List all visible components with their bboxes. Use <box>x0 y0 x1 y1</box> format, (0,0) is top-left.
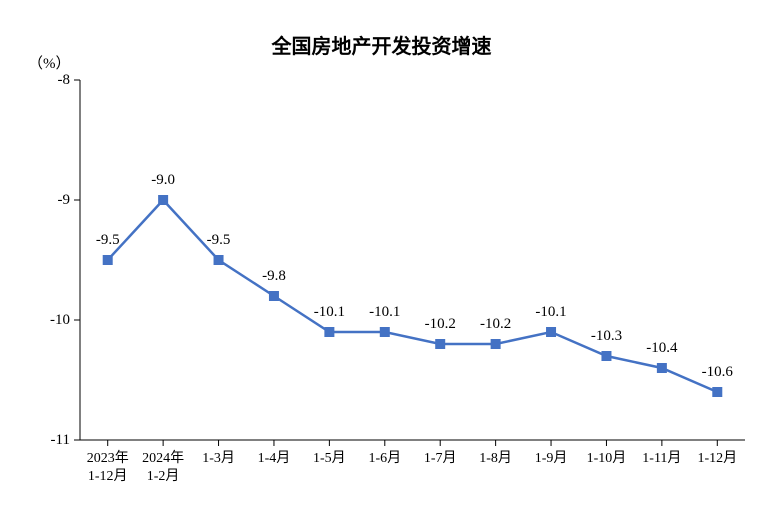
data-label: -9.5 <box>207 232 231 249</box>
x-tick-label: 1-8月 <box>468 450 523 468</box>
data-label: -10.1 <box>369 304 400 321</box>
data-marker <box>324 327 334 337</box>
data-line <box>108 200 718 392</box>
y-tick-label: -8 <box>58 72 71 89</box>
data-marker <box>546 327 556 337</box>
y-tick-label: -10 <box>50 312 70 329</box>
data-marker <box>657 363 667 373</box>
x-tick-label: 1-11月 <box>634 450 689 468</box>
data-label: -10.6 <box>702 364 733 381</box>
chart-svg <box>0 0 763 523</box>
x-tick-label: 1-7月 <box>413 450 468 468</box>
data-marker <box>158 195 168 205</box>
data-marker <box>214 255 224 265</box>
data-label: -10.1 <box>314 304 345 321</box>
x-tick-label: 2024年 1-2月 <box>135 450 190 486</box>
data-marker <box>103 255 113 265</box>
data-marker <box>491 339 501 349</box>
x-tick-label: 1-10月 <box>579 450 634 468</box>
data-marker <box>712 387 722 397</box>
data-label: -9.8 <box>262 268 286 285</box>
data-label: -10.2 <box>425 316 456 333</box>
data-label: -10.1 <box>535 304 566 321</box>
data-marker <box>380 327 390 337</box>
y-tick-label: -11 <box>51 432 70 449</box>
x-tick-label: 1-12月 <box>690 450 745 468</box>
x-tick-label: 1-4月 <box>246 450 301 468</box>
x-tick-label: 1-5月 <box>302 450 357 468</box>
data-marker <box>269 291 279 301</box>
data-marker <box>435 339 445 349</box>
data-label: -10.3 <box>591 328 622 345</box>
data-label: -10.4 <box>646 340 677 357</box>
x-tick-label: 1-6月 <box>357 450 412 468</box>
data-label: -9.5 <box>96 232 120 249</box>
x-tick-label: 2023年 1-12月 <box>80 450 135 486</box>
x-tick-label: 1-9月 <box>523 450 578 468</box>
y-tick-label: -9 <box>58 192 71 209</box>
data-label: -10.2 <box>480 316 511 333</box>
data-marker <box>601 351 611 361</box>
chart-container: 全国房地产开发投资增速 （%） -8-9-10-112023年 1-12月202… <box>0 0 763 523</box>
x-tick-label: 1-3月 <box>191 450 246 468</box>
data-label: -9.0 <box>151 172 175 189</box>
